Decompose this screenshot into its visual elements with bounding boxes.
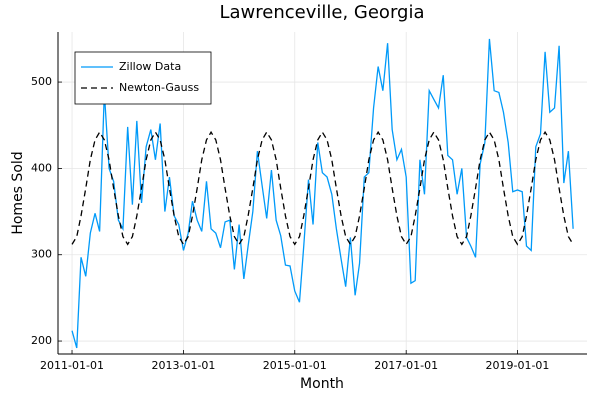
x-tick-label: 2013-01-01 [151, 359, 215, 372]
chart-title: Lawrenceville, Georgia [220, 2, 425, 23]
x-tick-label: 2015-01-01 [263, 359, 327, 372]
series-line [71, 38, 574, 349]
x-tick-label: 2011-01-01 [40, 359, 104, 372]
y-tick-label: 300 [31, 248, 52, 261]
y-tick-label: 500 [31, 75, 52, 88]
y-tick-label: 400 [31, 161, 52, 174]
series-line [71, 130, 574, 246]
x-axis-label: Month [300, 376, 344, 392]
legend-label: Zillow Data [119, 60, 181, 73]
x-tick-label: 2017-01-01 [374, 359, 438, 372]
x-tick-label: 2019-01-01 [486, 359, 550, 372]
y-tick-label: 200 [31, 334, 52, 347]
legend-label: Newton-Gauss [119, 81, 199, 94]
y-axis-label: Homes Sold [10, 151, 26, 234]
legend-box [74, 51, 212, 105]
